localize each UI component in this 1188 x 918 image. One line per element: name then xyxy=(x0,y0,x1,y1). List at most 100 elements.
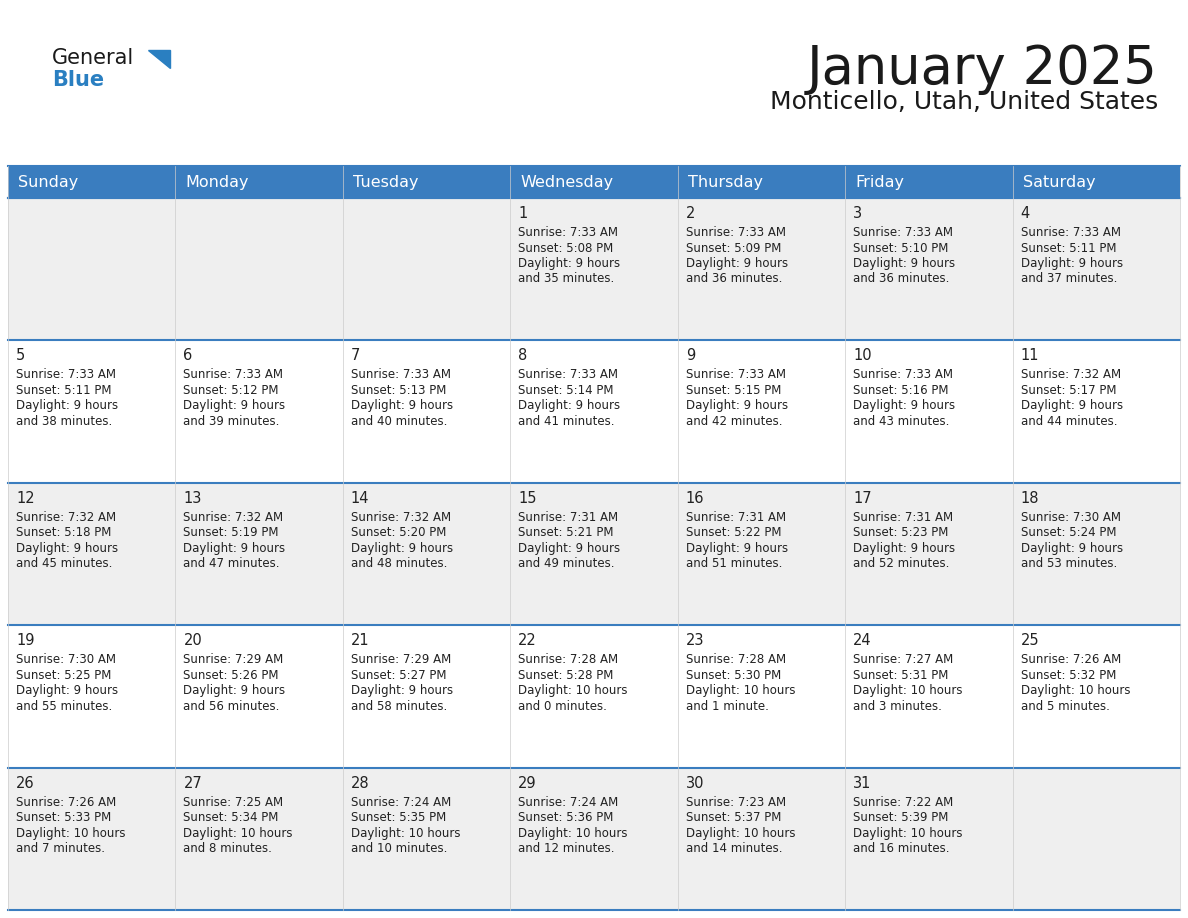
Bar xyxy=(1012,166,1180,198)
Text: and 37 minutes.: and 37 minutes. xyxy=(1020,273,1117,285)
Text: 19: 19 xyxy=(15,633,34,648)
Text: Thursday: Thursday xyxy=(688,174,763,189)
Text: and 45 minutes.: and 45 minutes. xyxy=(15,557,113,570)
Text: Sunrise: 7:32 AM: Sunrise: 7:32 AM xyxy=(350,510,451,524)
Text: 27: 27 xyxy=(183,776,202,790)
Text: Sunrise: 7:28 AM: Sunrise: 7:28 AM xyxy=(518,654,619,666)
Text: Sunset: 5:10 PM: Sunset: 5:10 PM xyxy=(853,241,948,254)
Text: Sunrise: 7:32 AM: Sunrise: 7:32 AM xyxy=(15,510,116,524)
Text: Daylight: 9 hours: Daylight: 9 hours xyxy=(183,399,285,412)
Text: and 47 minutes.: and 47 minutes. xyxy=(183,557,280,570)
Text: Daylight: 9 hours: Daylight: 9 hours xyxy=(685,399,788,412)
Text: and 10 minutes.: and 10 minutes. xyxy=(350,842,447,855)
Text: Sunrise: 7:28 AM: Sunrise: 7:28 AM xyxy=(685,654,785,666)
Text: Sunset: 5:32 PM: Sunset: 5:32 PM xyxy=(1020,668,1116,682)
Text: Sunrise: 7:31 AM: Sunrise: 7:31 AM xyxy=(685,510,785,524)
Bar xyxy=(8,166,176,198)
Bar xyxy=(176,767,343,910)
Bar xyxy=(343,166,511,198)
Text: Sunrise: 7:30 AM: Sunrise: 7:30 AM xyxy=(1020,510,1120,524)
Text: Sunset: 5:21 PM: Sunset: 5:21 PM xyxy=(518,526,614,539)
Text: and 7 minutes.: and 7 minutes. xyxy=(15,842,105,855)
Text: and 39 minutes.: and 39 minutes. xyxy=(183,415,280,428)
Text: Sunset: 5:30 PM: Sunset: 5:30 PM xyxy=(685,668,781,682)
Text: Wednesday: Wednesday xyxy=(520,174,613,189)
Text: Sunset: 5:17 PM: Sunset: 5:17 PM xyxy=(1020,384,1116,397)
Text: Sunrise: 7:33 AM: Sunrise: 7:33 AM xyxy=(685,368,785,381)
Text: Daylight: 10 hours: Daylight: 10 hours xyxy=(518,826,627,840)
Bar xyxy=(8,483,176,625)
Bar xyxy=(176,625,343,767)
Text: 3: 3 xyxy=(853,206,862,221)
Text: Sunset: 5:11 PM: Sunset: 5:11 PM xyxy=(15,384,112,397)
Text: Sunset: 5:19 PM: Sunset: 5:19 PM xyxy=(183,526,279,539)
Text: Sunrise: 7:29 AM: Sunrise: 7:29 AM xyxy=(183,654,284,666)
Text: Sunrise: 7:33 AM: Sunrise: 7:33 AM xyxy=(685,226,785,239)
Polygon shape xyxy=(148,50,170,68)
Text: 8: 8 xyxy=(518,349,527,364)
Text: Sunset: 5:18 PM: Sunset: 5:18 PM xyxy=(15,526,112,539)
Text: January 2025: January 2025 xyxy=(807,43,1158,95)
Text: 13: 13 xyxy=(183,491,202,506)
Text: General: General xyxy=(52,48,134,68)
Text: Daylight: 10 hours: Daylight: 10 hours xyxy=(685,684,795,697)
Text: 23: 23 xyxy=(685,633,704,648)
Text: 25: 25 xyxy=(1020,633,1040,648)
Text: Daylight: 10 hours: Daylight: 10 hours xyxy=(518,684,627,697)
Text: and 35 minutes.: and 35 minutes. xyxy=(518,273,614,285)
Text: Sunset: 5:39 PM: Sunset: 5:39 PM xyxy=(853,812,948,824)
Text: and 14 minutes.: and 14 minutes. xyxy=(685,842,782,855)
Bar xyxy=(845,625,1012,767)
Text: Sunrise: 7:33 AM: Sunrise: 7:33 AM xyxy=(853,368,953,381)
Text: Sunset: 5:12 PM: Sunset: 5:12 PM xyxy=(183,384,279,397)
Text: and 16 minutes.: and 16 minutes. xyxy=(853,842,949,855)
Text: 31: 31 xyxy=(853,776,872,790)
Bar xyxy=(8,198,176,341)
Bar xyxy=(845,341,1012,483)
Text: Sunday: Sunday xyxy=(18,174,78,189)
Text: Daylight: 9 hours: Daylight: 9 hours xyxy=(1020,399,1123,412)
Bar xyxy=(343,767,511,910)
Text: and 44 minutes.: and 44 minutes. xyxy=(1020,415,1117,428)
Text: and 12 minutes.: and 12 minutes. xyxy=(518,842,614,855)
Text: Sunrise: 7:23 AM: Sunrise: 7:23 AM xyxy=(685,796,785,809)
Text: and 42 minutes.: and 42 minutes. xyxy=(685,415,782,428)
Text: Sunrise: 7:24 AM: Sunrise: 7:24 AM xyxy=(518,796,619,809)
Text: 9: 9 xyxy=(685,349,695,364)
Bar xyxy=(1012,767,1180,910)
Text: Sunrise: 7:33 AM: Sunrise: 7:33 AM xyxy=(350,368,451,381)
Bar xyxy=(845,166,1012,198)
Text: Daylight: 9 hours: Daylight: 9 hours xyxy=(1020,542,1123,554)
Text: 2: 2 xyxy=(685,206,695,221)
Bar xyxy=(677,483,845,625)
Text: and 5 minutes.: and 5 minutes. xyxy=(1020,700,1110,712)
Text: and 8 minutes.: and 8 minutes. xyxy=(183,842,272,855)
Bar xyxy=(677,625,845,767)
Text: Sunset: 5:25 PM: Sunset: 5:25 PM xyxy=(15,668,112,682)
Text: and 40 minutes.: and 40 minutes. xyxy=(350,415,447,428)
Text: Sunset: 5:15 PM: Sunset: 5:15 PM xyxy=(685,384,781,397)
Text: Daylight: 9 hours: Daylight: 9 hours xyxy=(350,542,453,554)
Text: Sunrise: 7:29 AM: Sunrise: 7:29 AM xyxy=(350,654,451,666)
Text: and 51 minutes.: and 51 minutes. xyxy=(685,557,782,570)
Bar xyxy=(343,341,511,483)
Text: and 38 minutes.: and 38 minutes. xyxy=(15,415,112,428)
Text: Sunrise: 7:31 AM: Sunrise: 7:31 AM xyxy=(853,510,953,524)
Text: 14: 14 xyxy=(350,491,369,506)
Bar xyxy=(1012,483,1180,625)
Bar xyxy=(511,341,677,483)
Bar xyxy=(677,166,845,198)
Text: and 55 minutes.: and 55 minutes. xyxy=(15,700,112,712)
Bar xyxy=(511,625,677,767)
Bar xyxy=(176,341,343,483)
Text: Sunrise: 7:32 AM: Sunrise: 7:32 AM xyxy=(183,510,284,524)
Bar xyxy=(511,767,677,910)
Text: 1: 1 xyxy=(518,206,527,221)
Text: and 58 minutes.: and 58 minutes. xyxy=(350,700,447,712)
Text: Daylight: 9 hours: Daylight: 9 hours xyxy=(518,542,620,554)
Bar xyxy=(511,483,677,625)
Text: Daylight: 9 hours: Daylight: 9 hours xyxy=(350,684,453,697)
Text: Sunrise: 7:33 AM: Sunrise: 7:33 AM xyxy=(518,226,618,239)
Text: Sunset: 5:23 PM: Sunset: 5:23 PM xyxy=(853,526,948,539)
Bar xyxy=(343,625,511,767)
